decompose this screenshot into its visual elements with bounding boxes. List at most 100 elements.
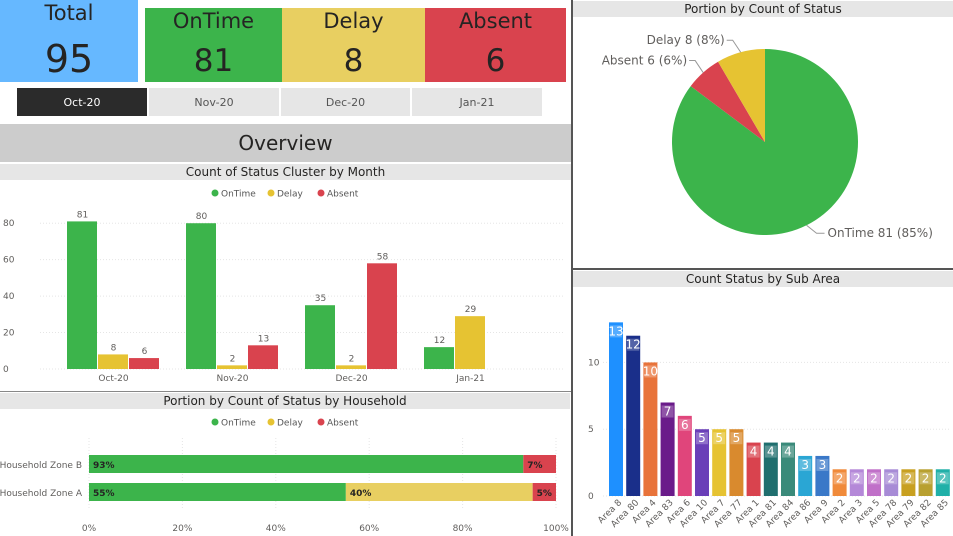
subarea-data-label: 3	[819, 458, 827, 472]
hh-bar-data-label: 93%	[93, 461, 115, 471]
legend-delay-marker	[267, 189, 275, 197]
legend-ontime-label: OnTime	[221, 190, 256, 200]
pie-leader-line	[806, 224, 825, 234]
pie-slice-absent	[690, 61, 765, 142]
month-bar-data-label: 35	[315, 294, 326, 304]
month-bar-data-label: 58	[377, 252, 389, 262]
legend-absent-label: Absent	[327, 419, 359, 429]
divider-right-horizontal	[573, 268, 953, 270]
subarea-data-label: 7	[664, 405, 672, 419]
subarea-bar	[935, 469, 950, 496]
subarea-data-label: 2	[870, 471, 878, 485]
subarea-data-label: 4	[784, 445, 792, 459]
legend-ontime-marker	[211, 189, 219, 197]
subarea-bar	[660, 402, 675, 496]
legend-delay-label: Delay	[277, 419, 303, 429]
subarea-bar	[832, 469, 847, 496]
subarea-data-label: 2	[887, 471, 895, 485]
subarea-data-label-bg	[850, 472, 863, 485]
hh-category-label: Household Zone B	[0, 461, 82, 471]
overview-header: Overview	[0, 124, 571, 162]
hh-xtick-label: 100%	[543, 524, 569, 534]
subarea-data-label: 10	[643, 364, 658, 378]
subarea-data-label: 2	[905, 471, 913, 485]
subarea-bar	[695, 429, 709, 496]
subarea-data-label: 2	[922, 471, 930, 485]
pie-label-ontime: OnTime 81 (85%)	[828, 226, 933, 240]
subarea-bar	[677, 415, 692, 496]
subarea-data-label-bg	[816, 458, 829, 471]
subarea-data-label: 13	[608, 324, 623, 338]
month-bar-data-label: 2	[349, 354, 355, 364]
subarea-data-label-bg	[627, 338, 640, 351]
month-bar-delay	[455, 316, 485, 369]
subarea-data-label-bg	[936, 472, 949, 485]
month-ytick-label: 40	[3, 292, 15, 302]
month-bar-data-label: 6	[142, 347, 148, 357]
month-bar-ontime	[305, 305, 335, 369]
kpi-delay-value: 8	[343, 43, 364, 79]
pie-chart: OnTime 81 (85%) Absent 6 (6%) Delay 8 (8%)	[602, 33, 933, 240]
subarea-data-label: 4	[767, 445, 775, 459]
month-bar-ontime	[67, 221, 97, 369]
hh-xtick-label: 60%	[359, 524, 379, 534]
subarea-data-label: 5	[715, 431, 723, 445]
month-chart-title: Count of Status Cluster by Month	[0, 164, 571, 180]
kpi-absent-card: Absent 6	[425, 8, 566, 82]
subarea-data-label-bg	[696, 432, 708, 445]
subarea-data-label-bg	[902, 472, 915, 485]
divider-vertical	[571, 0, 573, 536]
subarea-bar	[901, 469, 916, 496]
month-bar-delay	[217, 365, 247, 369]
subarea-ytick-label: 5	[588, 425, 594, 435]
kpi-absent-value: 6	[485, 43, 506, 79]
kpi-ontime-value: 81	[193, 43, 234, 79]
subarea-data-label-bg	[610, 325, 622, 338]
pie-leader-line	[726, 39, 742, 53]
month-bar-ontime	[424, 347, 454, 369]
hh-category-label: Household Zone A	[0, 489, 83, 499]
subarea-bar	[763, 442, 778, 496]
legend-absent-marker	[317, 189, 325, 197]
pie-slice-delay	[718, 49, 765, 142]
subarea-data-label-bg	[713, 432, 726, 445]
hh-bar-ontime	[89, 483, 346, 501]
slicer-month-jan-21[interactable]: Jan-21	[412, 88, 542, 116]
kpi-absent-label: Absent	[458, 9, 533, 33]
legend-delay-label: Delay	[277, 190, 303, 200]
kpi-delay-label: Delay	[323, 9, 384, 33]
subarea-data-label-bg	[885, 472, 898, 485]
legend-absent-label: Absent	[327, 190, 359, 200]
hh-bar-data-label: 7%	[527, 461, 542, 471]
subarea-data-label-bg	[833, 472, 846, 485]
slicer-month-oct-20[interactable]: Oct-20	[17, 88, 147, 116]
subarea-bar	[729, 429, 744, 496]
month-bar-data-label: 2	[230, 354, 236, 364]
subarea-data-label-bg	[919, 472, 932, 485]
subarea-data-label: 3	[801, 458, 809, 472]
slicer-month-nov-20[interactable]: Nov-20	[149, 88, 279, 116]
kpi-ontime-card: OnTime 81	[145, 8, 282, 82]
subarea-data-label-bg	[730, 432, 743, 445]
month-bar-data-label: 8	[111, 343, 117, 353]
hh-xtick-label: 80%	[453, 524, 473, 534]
hh-bar-delay	[345, 483, 533, 501]
month-xtick-label: Dec-20	[335, 374, 367, 384]
month-ytick-label: 60	[3, 256, 15, 266]
legend-ontime-label: OnTime	[221, 419, 256, 429]
slicer-month-dec-20[interactable]: Dec-20	[281, 88, 410, 116]
subarea-ytick-label: 0	[588, 492, 594, 502]
month-ytick-label: 80	[3, 219, 15, 229]
kpi-total-card: Total 95	[0, 0, 138, 82]
subarea-bar	[867, 469, 881, 496]
pie-leader-line	[689, 60, 704, 73]
kpi-total-label: Total	[44, 1, 94, 25]
subarea-bar	[712, 429, 727, 496]
month-ytick-label: 0	[3, 365, 9, 375]
subarea-data-label-bg	[868, 472, 880, 485]
month-bar-ontime	[186, 223, 216, 369]
subarea-data-label: 12	[626, 338, 641, 352]
subarea-data-label: 2	[853, 471, 861, 485]
kpi-ontime-label: OnTime	[172, 9, 255, 33]
subarea-data-label-bg	[782, 445, 794, 458]
